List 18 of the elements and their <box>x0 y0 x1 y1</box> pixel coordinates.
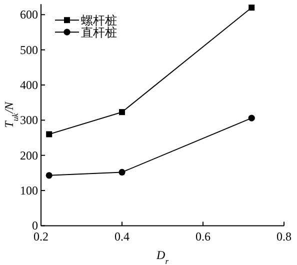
y-tick-label: 600 <box>20 8 38 22</box>
y-tick-label: 400 <box>20 78 38 92</box>
x-axis-title: D$_{r}$ <box>156 248 170 265</box>
point <box>248 4 255 11</box>
legend-label: 直杆桩 <box>81 26 117 40</box>
point <box>248 114 255 122</box>
x-tick-label: 0.4 <box>114 230 130 244</box>
x-tick-label: 0.6 <box>196 230 210 244</box>
legend-label: 螺杆桩 <box>81 14 117 28</box>
point <box>46 131 52 138</box>
y-tick-label: 500 <box>20 42 38 57</box>
x-tick-label: 0.8 <box>276 230 292 244</box>
y-tick-label: 100 <box>20 184 38 198</box>
point <box>118 168 126 176</box>
point <box>119 109 125 116</box>
point <box>46 172 52 179</box>
y-tick-label: 300 <box>20 113 38 128</box>
y-tick-label: 200 <box>20 148 38 162</box>
